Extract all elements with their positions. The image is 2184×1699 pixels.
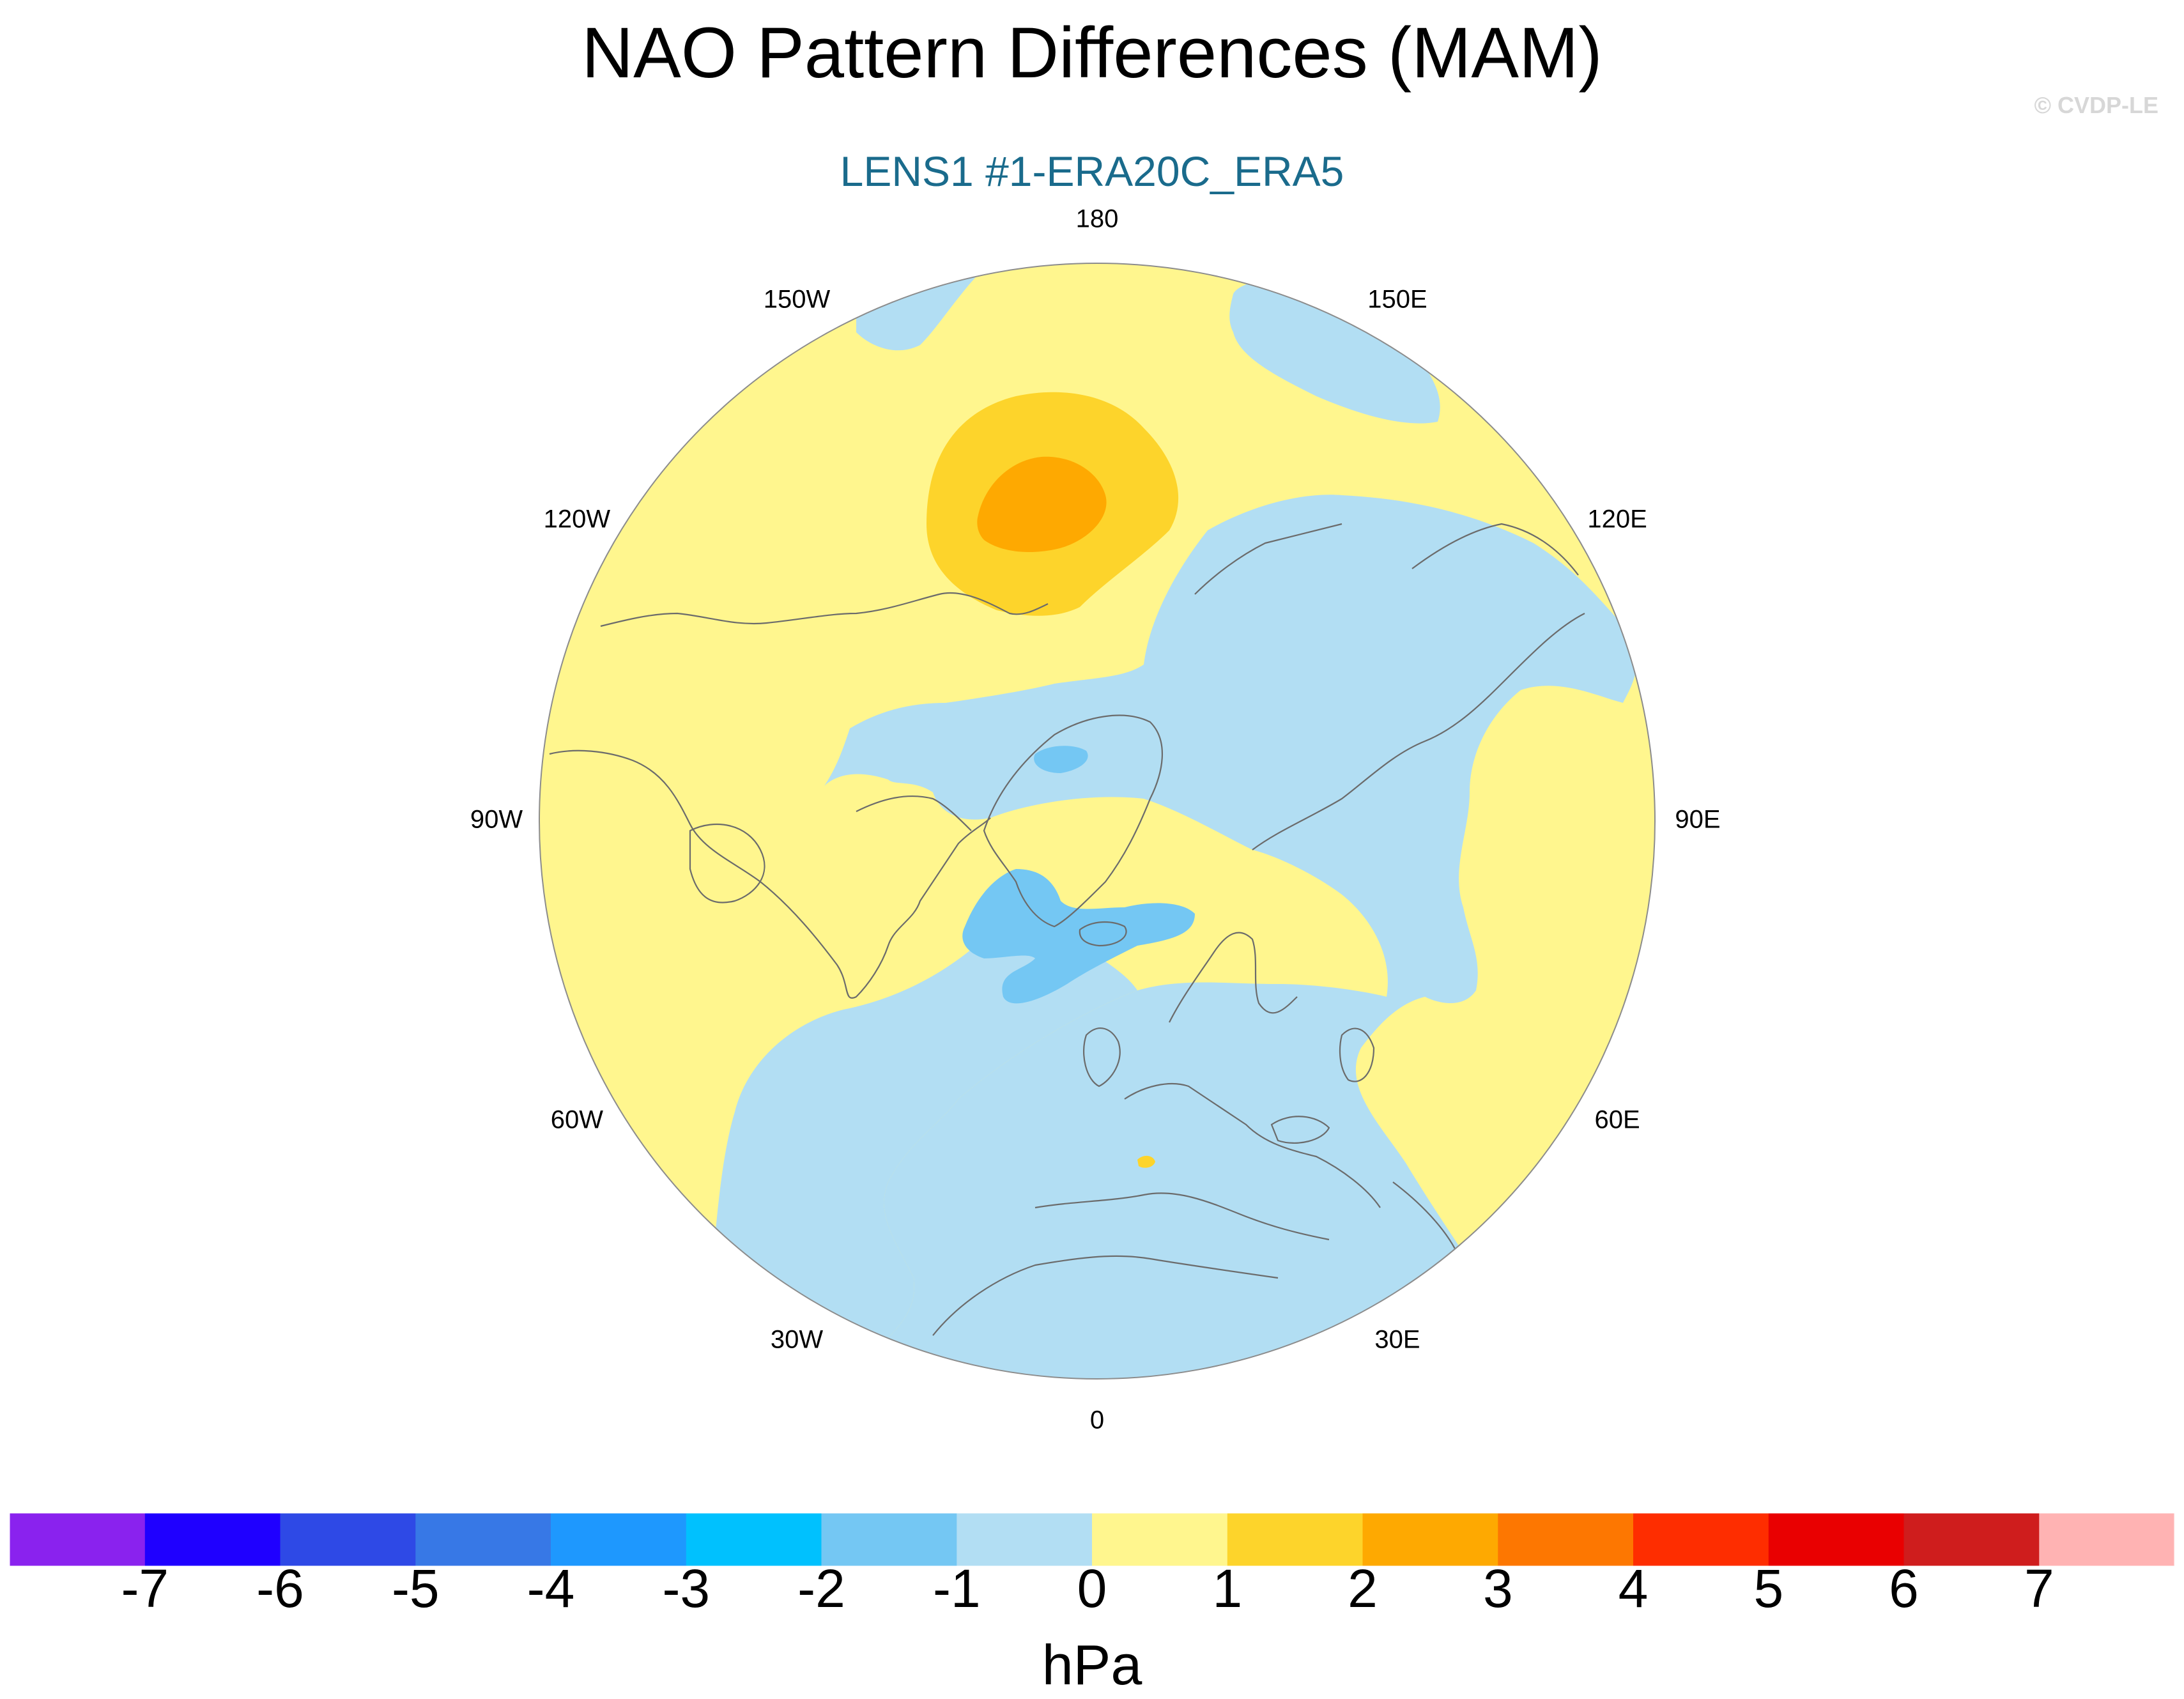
lon-label-30e: 30E	[1374, 1326, 1420, 1354]
anomaly-field	[539, 263, 1655, 1379]
coastline-mediterranean	[1034, 1192, 1330, 1241]
colorbar-box-8	[1092, 1513, 1228, 1566]
lon-label-120w: 120W	[544, 505, 611, 534]
colorbar-tick-label: 5	[1753, 1558, 1783, 1618]
coastline-north-africa	[932, 1255, 1279, 1336]
colorbar-tick-label: 6	[1889, 1558, 1919, 1618]
colorbar-box-15	[2039, 1513, 2175, 1566]
colorbar-box-7	[957, 1513, 1093, 1566]
colorbar-box-9	[1227, 1513, 1364, 1566]
colorbar-box-0	[10, 1513, 146, 1566]
lon-label-180: 180	[1076, 205, 1119, 233]
colorbar-tick-label: 3	[1483, 1558, 1513, 1618]
colorbar-tick-label: -3	[662, 1558, 710, 1618]
colorbar-box-10	[1362, 1513, 1498, 1566]
colorbar-box-4	[551, 1513, 687, 1566]
lon-label-150w: 150W	[764, 285, 831, 313]
lon-label-120e: 120E	[1587, 505, 1647, 534]
field-minus2-to-minus1-arctic	[1034, 746, 1088, 773]
coastline-kamchatka	[1194, 523, 1342, 595]
colorbar-tick-label: 2	[1348, 1558, 1378, 1618]
lon-label-60w: 60W	[551, 1106, 603, 1134]
field-minus1-to-0-atlantic	[703, 915, 1137, 1379]
field-2-to-3-north-pacific	[977, 456, 1107, 553]
lon-label-30w: 30W	[771, 1326, 823, 1354]
colorbar-box-2	[280, 1513, 416, 1566]
coastline-europe-mainland	[1124, 1082, 1381, 1208]
colorbar-box-1	[144, 1513, 281, 1566]
copyright-label: © CVDP-LE	[2034, 92, 2158, 118]
coastline-arabia	[1392, 1181, 1457, 1253]
colorbar-tick-label: -2	[797, 1558, 845, 1618]
lon-label-60e: 60E	[1595, 1106, 1640, 1134]
coastline-scandinavia	[1169, 932, 1298, 1023]
colorbar-box-13	[1768, 1513, 1905, 1566]
colorbar-tick-label: -5	[392, 1558, 440, 1618]
coastlines	[549, 523, 1585, 1336]
colorbar-box-3	[415, 1513, 551, 1566]
colorbar-tick-label: 4	[1619, 1558, 1649, 1618]
colorbar-box-5	[686, 1513, 822, 1566]
coastline-arctic-archipelago	[856, 795, 972, 831]
coastline-eastern-asia	[1411, 523, 1579, 576]
colorbar-outline	[9, 1512, 2175, 1567]
figure-title: NAO Pattern Differences (MAM)	[581, 13, 1603, 93]
colorbar-tick-label: 7	[2024, 1558, 2054, 1618]
colorbar-tick-label: -6	[256, 1558, 304, 1618]
colorbar: -7 -6 -5 -4 -3 -2 -1 0 1 2 3 4 5 6 7	[9, 1512, 2175, 1618]
colorbar-box-6	[821, 1513, 957, 1566]
colorbar-units: hPa	[1042, 1633, 1142, 1696]
coastline-greenland	[983, 714, 1163, 928]
field-minus1-to-0-bering	[1229, 279, 1440, 424]
lon-label-90w: 90W	[470, 806, 523, 834]
coastline-alaska	[600, 592, 1049, 627]
panel-subtitle: LENS1 #1-ERA20C_ERA5	[840, 148, 1344, 195]
coastline-caspian	[1339, 1027, 1375, 1082]
coastline-siberia	[1252, 613, 1585, 850]
longitude-labels: 180 150E 120E 90E 60E 30E 0 30W 60W 90W 120W 150W	[470, 205, 1721, 1434]
colorbar-box-11	[1498, 1513, 1634, 1566]
lon-label-0: 0	[1090, 1406, 1104, 1434]
colorbar-box-14	[1903, 1513, 2040, 1566]
map-boundary	[539, 263, 1656, 1380]
lon-label-150e: 150E	[1367, 285, 1427, 313]
coastline-iceland	[1079, 921, 1127, 947]
colorbar-tick-label: -1	[933, 1558, 981, 1618]
coastline-north-america	[549, 750, 991, 999]
coastline-black-sea	[1270, 1116, 1330, 1144]
colorbar-tick-label: 0	[1077, 1558, 1107, 1618]
field-minus1-to-0-pacific-west	[856, 268, 984, 351]
coastline-british-isles	[1083, 1027, 1121, 1088]
colorbar-box-12	[1633, 1513, 1769, 1566]
field-1-to-2-mediterranean-spot	[1137, 1155, 1155, 1168]
colorbar-tick-label: -7	[121, 1558, 169, 1618]
lon-label-90e: 90E	[1675, 806, 1720, 834]
colorbar-tick-label: -4	[527, 1558, 575, 1618]
field-minus1-to-0-main	[824, 495, 1655, 1379]
field-minus2-to-minus1-iceland	[962, 869, 1195, 1004]
coastline-hudson-bay	[689, 823, 765, 903]
colorbar-tick-label: 1	[1212, 1558, 1242, 1618]
